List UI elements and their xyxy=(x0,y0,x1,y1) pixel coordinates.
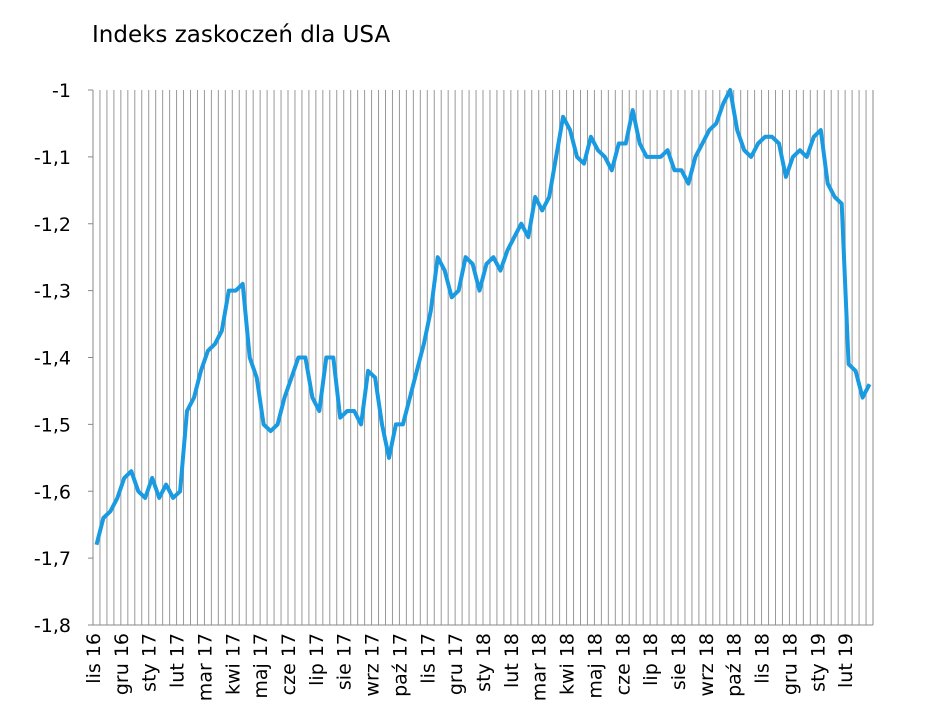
x-tick-label: gru 18 xyxy=(779,633,801,695)
y-tick-label: -1,4 xyxy=(34,348,71,370)
chart-title: Indeks zaskoczeń dla USA xyxy=(92,22,390,48)
x-tick-label: sty 18 xyxy=(473,633,495,692)
x-tick-label: sie 17 xyxy=(334,633,356,690)
x-tick-label: kwi 18 xyxy=(557,633,579,695)
x-tick-label: sie 18 xyxy=(668,633,690,690)
x-tick-label: sty 17 xyxy=(139,633,161,692)
x-tick-label: lis 18 xyxy=(752,633,774,684)
y-tick-label: -1,2 xyxy=(34,214,71,236)
x-tick-label: mar 17 xyxy=(194,633,216,701)
y-tick-label: -1,3 xyxy=(34,281,71,303)
x-tick-label: lip 18 xyxy=(640,633,662,686)
x-tick-label: maj 17 xyxy=(250,633,272,699)
x-tick-label: paź 17 xyxy=(389,633,411,697)
y-tick-label: -1,6 xyxy=(34,481,71,503)
x-tick-label: lut 18 xyxy=(501,633,523,688)
y-tick-label: -1,7 xyxy=(34,548,71,570)
x-tick-label: mar 18 xyxy=(529,633,551,701)
x-tick-label: maj 18 xyxy=(584,633,606,699)
y-tick-label: -1 xyxy=(52,80,71,102)
x-tick-label: sty 19 xyxy=(807,633,829,692)
x-tick-label: lip 17 xyxy=(306,633,328,686)
x-tick-label: lut 17 xyxy=(167,633,189,688)
x-tick-label: gru 16 xyxy=(111,633,133,695)
x-tick-label: cze 18 xyxy=(612,633,634,695)
x-tick-label: kwi 17 xyxy=(222,633,244,695)
y-tick-label: -1,5 xyxy=(34,414,71,436)
x-tick-label: lis 17 xyxy=(417,633,439,684)
y-tick-label: -1,8 xyxy=(34,615,71,637)
x-tick-label: lis 16 xyxy=(83,633,105,684)
x-tick-label: wrz 18 xyxy=(696,633,718,697)
x-tick-label: gru 17 xyxy=(445,633,467,695)
x-tick-label: lut 19 xyxy=(835,633,857,688)
x-tick-label: paź 18 xyxy=(724,633,746,697)
data-line xyxy=(94,88,872,546)
y-tick-label: -1,1 xyxy=(34,147,71,169)
x-tick-label: wrz 17 xyxy=(362,633,384,697)
x-tick-label: cze 17 xyxy=(278,633,300,695)
